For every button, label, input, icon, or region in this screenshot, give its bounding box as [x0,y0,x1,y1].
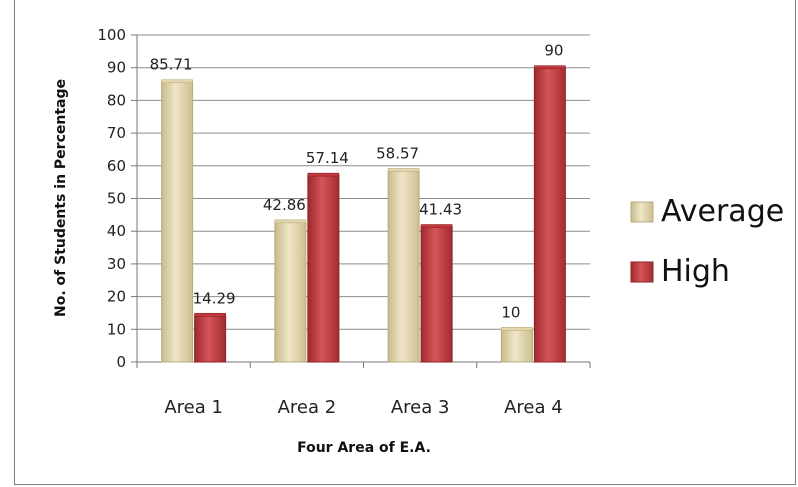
x-axis-title: Four Area of E.A. [297,440,431,456]
gridlines [137,34,590,330]
data-label-average-area-2: 42.86 [263,196,306,214]
data-label-average-area-3: 58.57 [376,144,419,162]
legend-swatch-average [630,201,654,223]
bar-cap [194,312,226,317]
legend-label-high: High [661,254,730,289]
y-tick-label: 20 [107,288,126,306]
y-tick-label: 0 [116,353,126,371]
data-label-high-area-3: 41.43 [419,201,462,219]
legend-swatch-high [630,261,654,283]
y-tick-label: 100 [97,26,126,44]
bar-high-area-4 [533,67,566,363]
y-tick-label: 40 [107,222,126,240]
y-axis-title: No. of Students in Percentage [53,79,69,317]
bars [161,65,566,363]
y-tick-label: 30 [107,255,126,273]
bar-cap [420,224,453,228]
data-label-high-area-4: 90 [544,42,563,60]
bar-cap [307,172,340,177]
bar-average-area-2 [274,221,307,363]
y-tick-label: 80 [107,91,126,109]
bar-average-area-1 [161,81,194,363]
x-tick-label: Area 2 [278,397,337,418]
bar-cap [534,65,566,69]
bar-cap [161,79,193,84]
bar-high-area-2 [307,174,340,363]
data-label-high-area-1: 14.29 [193,289,236,307]
bar-cap [274,219,307,224]
data-label-average-area-4: 10 [501,303,520,321]
x-tick-label: Area 3 [391,397,450,418]
bar-cap [501,326,533,331]
bar-high-area-3 [420,226,453,363]
legend: Average High [630,194,784,289]
x-tick-label: Area 4 [504,397,563,418]
y-tick-label: 60 [107,157,126,175]
bar-average-area-4 [500,328,533,363]
y-tick-label: 50 [107,190,126,208]
data-label-average-area-1: 85.71 [150,56,193,74]
bar-cap [387,168,420,172]
axes: 0 10 20 30 40 50 60 70 80 90 100 Area 1 Area 2 Area 3… [97,26,591,418]
bar-high-area-1 [194,314,227,363]
y-tick-label: 10 [107,320,126,338]
data-label-high-area-2: 57.14 [306,149,349,167]
legend-label-average: Average [661,194,784,229]
x-tick-label: Area 1 [164,397,223,418]
y-tick-label: 90 [107,59,126,77]
bar-average-area-3 [387,169,420,363]
y-tick-label: 70 [107,124,126,142]
data-labels: 85.71 42.86 58.57 10 14.29 57.14 41.43 90 [150,42,564,322]
